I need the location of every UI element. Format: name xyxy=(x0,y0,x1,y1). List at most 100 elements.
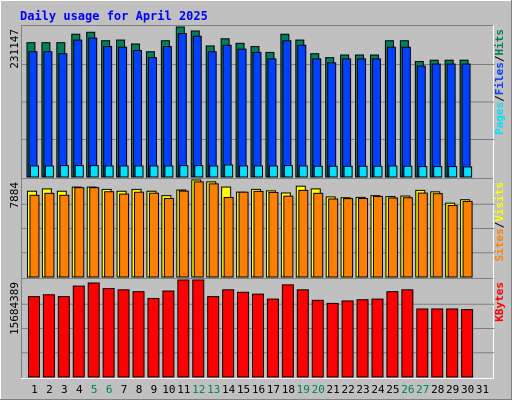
bar-pages-day-27 xyxy=(418,166,428,178)
bar-files-day-5 xyxy=(88,37,98,178)
x-tick-label-day-4: 4 xyxy=(76,383,83,396)
legend-part-0-3: / xyxy=(493,55,506,62)
bar-pages-day-21 xyxy=(328,165,338,178)
bar-pages-day-28 xyxy=(433,166,443,178)
x-tick-label-day-27: 27 xyxy=(416,383,429,396)
bar-pages-day-2 xyxy=(44,165,54,178)
x-axis-day-labels: 1 2 3 4 5 6 7 8 9 10 11 12 13 14 15 16 17 18 19 20 21 22 23 24 2… xyxy=(31,383,489,396)
x-tick-label-day-14: 14 xyxy=(222,383,236,396)
x-tick-label-day-5: 5 xyxy=(91,383,98,396)
x-tick-label-day-26: 26 xyxy=(401,383,414,396)
bar-pages-day-4 xyxy=(74,165,84,178)
bar-files-day-26 xyxy=(401,46,411,178)
bar-kbytes-day-1 xyxy=(27,296,40,378)
bar-kbytes-day-26 xyxy=(401,289,414,378)
x-tick-label-day-12: 12 xyxy=(192,383,205,396)
bar-sites-day-4 xyxy=(74,187,85,278)
bar-pages-day-26 xyxy=(403,165,413,178)
x-tick-label-day-15: 15 xyxy=(237,383,250,396)
bar-sites-day-26 xyxy=(402,197,413,278)
x-tick-label-day-11: 11 xyxy=(177,383,190,396)
x-tick-label-day-22: 22 xyxy=(341,383,354,396)
bar-pages-day-16 xyxy=(254,165,263,178)
bar-pages-day-10 xyxy=(164,165,174,178)
legend-part-1-1: / xyxy=(493,221,506,228)
bar-kbytes-day-13 xyxy=(207,296,220,378)
bar-kbytes-day-30 xyxy=(461,309,474,378)
hits-panel-legend: Pages/Files/Hits xyxy=(493,29,506,135)
x-tick-label-day-16: 16 xyxy=(252,383,265,396)
bar-files-day-10 xyxy=(162,46,172,178)
x-tick-label-day-9: 9 xyxy=(151,383,158,396)
legend-part-0-4: Hits xyxy=(493,29,506,56)
bar-kbytes-day-12 xyxy=(192,279,205,378)
bar-files-day-13 xyxy=(207,51,217,178)
bar-sites-day-15 xyxy=(238,191,249,278)
x-tick-label-day-8: 8 xyxy=(136,383,143,396)
bar-pages-day-20 xyxy=(313,165,323,178)
bar-kbytes-day-4 xyxy=(72,285,85,378)
bar-kbytes-day-19 xyxy=(296,289,309,378)
bar-kbytes-day-14 xyxy=(222,289,235,378)
bar-sites-day-21 xyxy=(328,198,339,278)
x-tick-label-day-28: 28 xyxy=(431,383,444,396)
bar-sites-day-18 xyxy=(283,195,294,278)
bar-pages-day-30 xyxy=(463,166,473,178)
bar-files-day-15 xyxy=(237,48,247,178)
x-tick-label-day-19: 19 xyxy=(297,383,310,396)
bar-kbytes-day-23 xyxy=(356,299,369,378)
bar-files-day-24 xyxy=(371,58,381,178)
bar-pages-day-14 xyxy=(224,164,234,178)
bar-kbytes-day-5 xyxy=(87,282,100,378)
bar-pages-day-18 xyxy=(283,165,293,178)
bar-files-day-2 xyxy=(43,51,53,178)
legend-part-0-2: Files xyxy=(493,62,506,95)
x-tick-label-day-18: 18 xyxy=(282,383,295,396)
x-tick-label-day-20: 20 xyxy=(312,383,325,396)
kbytes-panel-legend: KBytes xyxy=(493,282,506,322)
bar-pages-day-29 xyxy=(448,166,458,178)
x-tick-label-day-23: 23 xyxy=(356,383,369,396)
bar-sites-day-2 xyxy=(44,192,55,278)
bar-files-day-23 xyxy=(357,58,367,178)
bar-files-day-1 xyxy=(28,51,38,178)
bar-kbytes-day-3 xyxy=(57,296,70,378)
bar-files-day-30 xyxy=(461,63,471,178)
bar-files-day-6 xyxy=(103,46,113,178)
bar-pages-day-5 xyxy=(89,165,99,178)
bar-kbytes-day-15 xyxy=(237,291,250,378)
x-tick-label-day-7: 7 xyxy=(121,383,128,396)
bar-sites-day-12 xyxy=(193,181,204,278)
bar-sites-day-8 xyxy=(134,191,145,278)
bar-files-day-11 xyxy=(177,33,187,178)
legend-part-0-0: Pages xyxy=(493,102,506,135)
bar-pages-day-23 xyxy=(358,165,368,178)
bar-sites-day-14 xyxy=(223,197,234,278)
bar-kbytes-day-8 xyxy=(132,291,145,378)
chart-title: Daily usage for April 2025 xyxy=(20,9,208,23)
bar-files-day-18 xyxy=(282,40,292,178)
bar-pages-day-9 xyxy=(149,165,159,178)
bar-pages-day-11 xyxy=(179,165,189,178)
x-tick-label-day-1: 1 xyxy=(31,383,38,396)
kbytes-panel-bars xyxy=(27,279,474,378)
bar-kbytes-day-2 xyxy=(42,294,55,378)
bar-kbytes-day-11 xyxy=(177,279,190,378)
bar-kbytes-day-25 xyxy=(386,291,399,378)
x-tick-label-day-21: 21 xyxy=(327,383,340,396)
bar-kbytes-day-10 xyxy=(162,290,175,378)
bar-files-day-20 xyxy=(312,58,322,178)
bar-sites-day-22 xyxy=(343,198,354,278)
bar-pages-day-25 xyxy=(388,165,398,178)
bar-kbytes-day-24 xyxy=(371,298,384,378)
x-tick-label-day-25: 25 xyxy=(386,383,399,396)
x-tick-label-day-6: 6 xyxy=(106,383,113,396)
bar-pages-day-1 xyxy=(29,165,39,178)
bar-sites-day-29 xyxy=(447,205,458,278)
bar-kbytes-day-6 xyxy=(102,288,115,378)
visits-panel-legend: Sites/Visits xyxy=(493,182,506,262)
bar-sites-day-27 xyxy=(417,192,428,278)
visits-panel-max-label: 7884 xyxy=(8,182,21,209)
legend-part-0-1: / xyxy=(493,95,506,102)
